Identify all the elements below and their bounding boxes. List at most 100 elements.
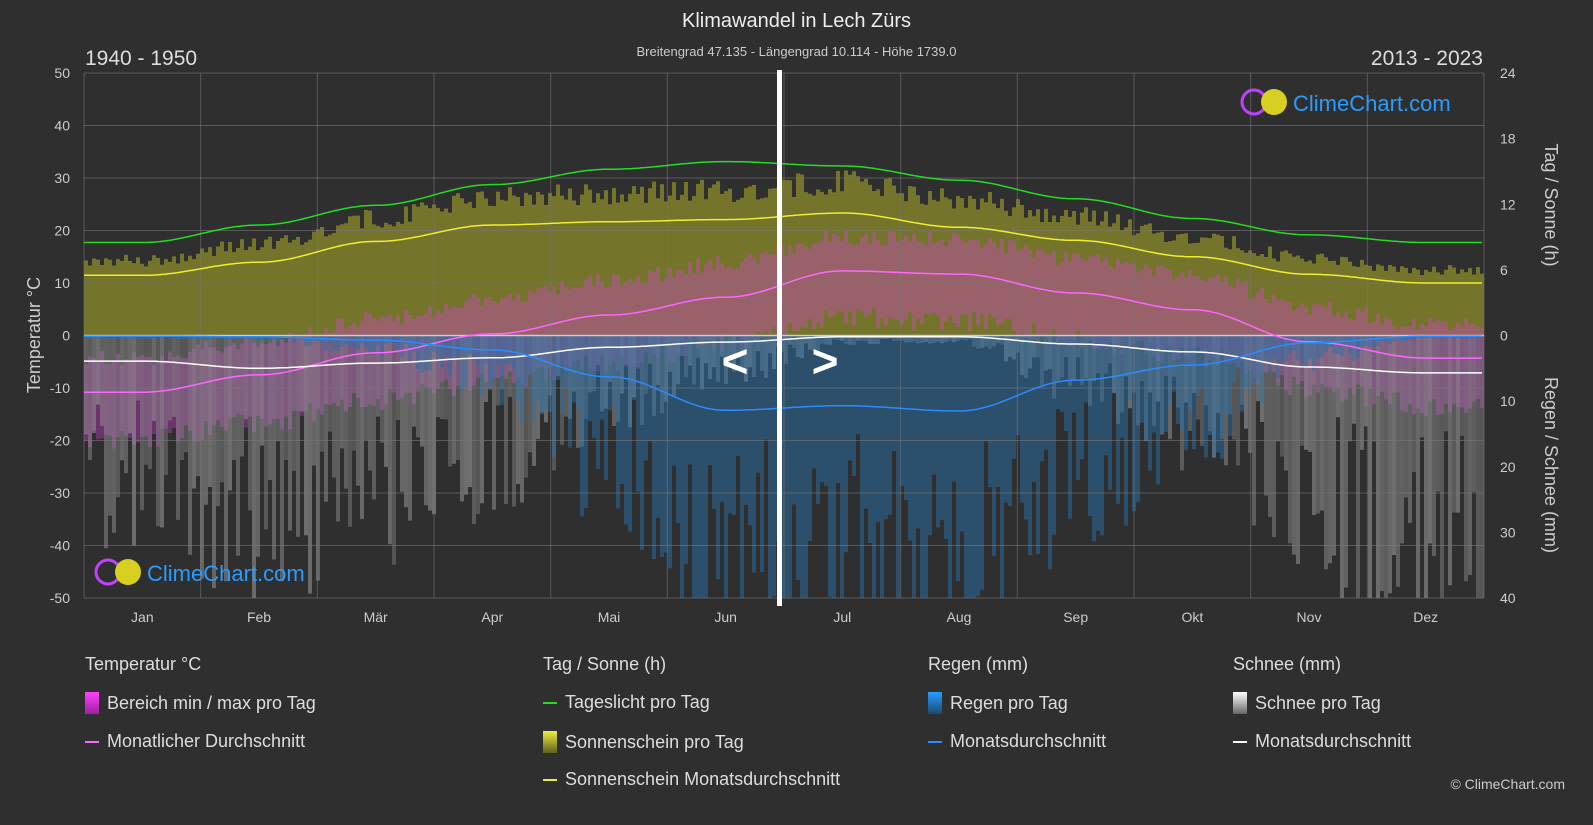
- snow-bar: [384, 335, 388, 467]
- temp-range-bar: [628, 278, 632, 368]
- sunshine-bar: [1160, 231, 1164, 336]
- snow-bar: [1296, 335, 1300, 564]
- snow-bar: [136, 335, 140, 401]
- sunshine-bar: [772, 188, 776, 336]
- temp-range-bar: [528, 290, 532, 374]
- rain-bar: [1084, 335, 1088, 403]
- snow-bar: [1304, 335, 1308, 450]
- sunshine-bar: [892, 185, 896, 336]
- sunshine-bar: [268, 236, 272, 336]
- sunshine-bar: [1048, 221, 1052, 336]
- sunshine-bar: [192, 259, 196, 336]
- sunshine-bar: [1360, 259, 1364, 336]
- snow-bar: [192, 335, 196, 489]
- sunshine-bar: [328, 234, 332, 336]
- sunshine-bar: [100, 264, 104, 336]
- sunshine-bar: [984, 202, 988, 336]
- rain-bar: [1240, 335, 1244, 412]
- sunshine-bar: [804, 192, 808, 336]
- sunshine-bar: [548, 192, 552, 336]
- snow-bar: [460, 335, 464, 502]
- sunshine-bar: [264, 239, 268, 336]
- rain-bar: [1212, 335, 1216, 456]
- temp-range-bar: [1236, 278, 1240, 367]
- rain-bar: [272, 335, 276, 341]
- temp-range-bar: [1432, 322, 1436, 399]
- sunshine-bar: [920, 203, 924, 336]
- snow-bar: [312, 335, 316, 466]
- sunshine-bar: [1472, 274, 1476, 336]
- rain-bar: [1260, 335, 1264, 404]
- rain-bar: [1224, 335, 1228, 413]
- temp-range-bar: [1248, 298, 1252, 371]
- sunshine-bar: [1056, 222, 1060, 336]
- rain-bar: [1352, 335, 1356, 362]
- rain-bar: [820, 335, 824, 483]
- sunshine-bar: [896, 193, 900, 336]
- sunshine-bar: [1248, 250, 1252, 336]
- y-right-bottom-tick: 20: [1500, 459, 1516, 475]
- sunshine-bar: [84, 260, 88, 336]
- sunshine-bar: [124, 254, 128, 336]
- sunshine-bar: [408, 221, 412, 336]
- sunshine-bar: [656, 198, 660, 336]
- rain-bar: [476, 335, 480, 366]
- x-tick-Nov: Nov: [1297, 609, 1322, 625]
- rain-bar: [936, 335, 940, 528]
- rain-bar: [972, 335, 976, 598]
- sunshine-bar: [696, 183, 700, 336]
- temp-range-bar: [136, 357, 140, 443]
- period-divider[interactable]: [777, 70, 782, 606]
- rain-bar: [920, 335, 924, 598]
- sunshine-bar: [816, 189, 820, 336]
- rain-bar: [948, 335, 952, 598]
- rain-bar: [580, 335, 584, 517]
- rain-bar: [1404, 335, 1408, 341]
- temp-range-bar: [996, 248, 1000, 326]
- next-arrow[interactable]: >: [812, 335, 839, 387]
- snow-bar: [1288, 335, 1292, 544]
- rain-bar: [1160, 335, 1164, 434]
- snow-swatch: [1233, 692, 1247, 714]
- sunshine-bar: [136, 257, 140, 336]
- rain-bar: [1100, 335, 1104, 536]
- temp-range-bar: [220, 352, 224, 427]
- rain-bar: [636, 335, 640, 492]
- temp-range-bar: [1436, 320, 1440, 415]
- rain-bar: [1228, 335, 1232, 436]
- rain-bar: [1148, 335, 1152, 471]
- rain-bar: [208, 335, 212, 340]
- temp-range-bar: [596, 274, 600, 372]
- temp-range-bar: [700, 272, 704, 346]
- rain-bar: [1068, 335, 1072, 519]
- sunshine-bar: [488, 205, 492, 336]
- prev-arrow[interactable]: <: [722, 335, 749, 387]
- rain-bar: [996, 335, 1000, 488]
- rain-bar: [1360, 335, 1364, 351]
- rain-bar: [236, 335, 240, 340]
- rain-bar: [1024, 335, 1028, 520]
- temp-range-bar: [1024, 244, 1028, 338]
- sunshine-bar: [792, 197, 796, 336]
- temp-range-bar: [1396, 329, 1400, 393]
- sunshine-bar: [752, 184, 756, 336]
- temp-range-bar: [556, 294, 560, 364]
- temp-range-bar: [616, 274, 620, 371]
- snow-bar: [348, 335, 352, 527]
- sunshine-bar: [596, 193, 600, 336]
- temp-range-bar: [1068, 261, 1072, 346]
- snow-bar: [1312, 335, 1316, 515]
- snow-bar: [380, 335, 384, 443]
- y-left-tick: 50: [54, 65, 70, 81]
- temp-range-bar: [676, 269, 680, 353]
- snow-bar: [1424, 335, 1428, 598]
- rain-bar: [1004, 335, 1008, 503]
- rain-bar: [1056, 335, 1060, 410]
- temp-range-bar: [172, 356, 176, 429]
- temp-range-bar: [784, 256, 788, 341]
- temp-range-bar: [580, 287, 584, 370]
- sunshine-bar: [204, 252, 208, 336]
- sunshine-bar: [684, 182, 688, 336]
- sunshine-bar: [976, 209, 980, 336]
- snow-bar: [1320, 335, 1324, 511]
